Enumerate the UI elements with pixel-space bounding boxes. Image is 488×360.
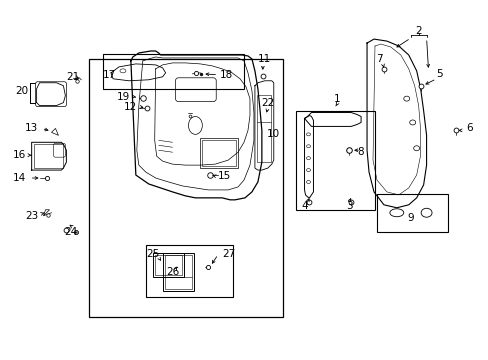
Text: 9: 9 <box>407 213 413 223</box>
Text: 13: 13 <box>25 123 38 134</box>
Text: 8: 8 <box>356 147 363 157</box>
Bar <box>164 255 192 289</box>
Text: 27: 27 <box>222 249 235 260</box>
Text: 11: 11 <box>258 54 271 64</box>
Bar <box>163 253 194 291</box>
Bar <box>202 140 236 166</box>
Ellipse shape <box>306 145 310 148</box>
Bar <box>200 138 238 168</box>
Text: 3: 3 <box>345 201 352 211</box>
Text: 20: 20 <box>15 86 28 96</box>
Text: 23: 23 <box>25 211 38 221</box>
Text: 2: 2 <box>414 26 421 36</box>
Bar <box>34 144 63 168</box>
Text: 5: 5 <box>436 69 442 79</box>
Text: 24: 24 <box>64 226 78 237</box>
Text: 17: 17 <box>102 70 116 80</box>
Text: 19: 19 <box>117 92 130 102</box>
Bar <box>152 253 184 277</box>
Text: 22: 22 <box>261 98 274 108</box>
Bar <box>256 95 270 162</box>
Ellipse shape <box>306 180 310 184</box>
Text: 15: 15 <box>218 171 231 181</box>
Text: 6: 6 <box>466 123 472 134</box>
Bar <box>89 59 282 317</box>
Text: 14: 14 <box>13 173 26 183</box>
Ellipse shape <box>306 157 310 159</box>
Text: 21: 21 <box>66 72 80 82</box>
Text: 10: 10 <box>266 129 279 139</box>
Bar <box>103 54 244 89</box>
Ellipse shape <box>306 133 310 136</box>
Bar <box>376 194 447 231</box>
Bar <box>145 246 233 297</box>
Text: 26: 26 <box>165 267 179 277</box>
Text: 4: 4 <box>301 201 307 211</box>
Text: 25: 25 <box>146 249 159 260</box>
Ellipse shape <box>306 168 310 172</box>
Text: 18: 18 <box>220 70 233 80</box>
Bar <box>154 255 182 275</box>
Text: 12: 12 <box>124 102 137 112</box>
Text: 16: 16 <box>13 150 26 160</box>
Text: 7: 7 <box>375 54 382 64</box>
Bar <box>295 111 374 210</box>
Text: 1: 1 <box>333 94 340 104</box>
